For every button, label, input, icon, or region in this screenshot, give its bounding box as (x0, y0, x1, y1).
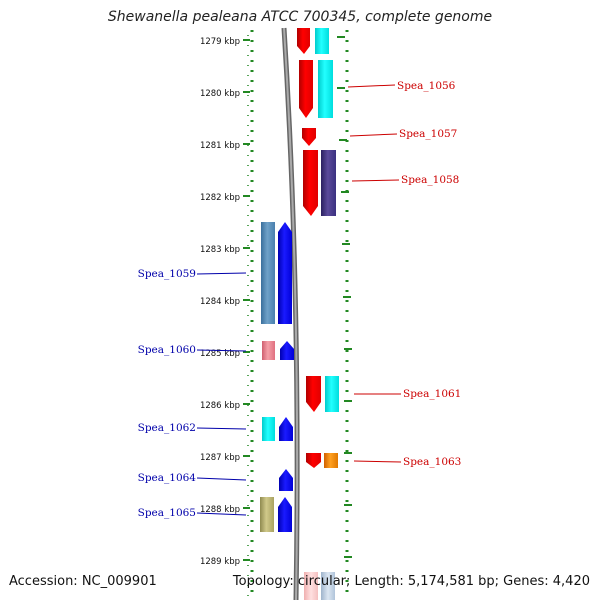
gene-label-spea-1056[interactable]: Spea_1056 (397, 80, 456, 92)
kbp-tick-label: 1288 kbp (200, 505, 240, 515)
kbp-tick-label: 1285 kbp (200, 349, 240, 359)
major-ticks (243, 36, 352, 561)
kbp-tick-label: 1281 kbp (200, 141, 240, 151)
accession-text: Accession: NC_009901 (9, 574, 157, 589)
kbp-scale: 1279 kbp 1280 kbp 1281 kbp 1282 kbp 1283… (200, 37, 240, 567)
gene-arrow-spea-1061 (306, 376, 321, 412)
gene-arrow (279, 417, 293, 441)
gene-arrow (280, 341, 294, 360)
kbp-tick-label: 1286 kbp (200, 401, 240, 411)
gene-arrow (304, 572, 318, 600)
gene-arrow-spea-1058 (303, 150, 318, 216)
gene-arrow (321, 150, 336, 216)
gene-arrow (315, 28, 329, 54)
gene-label-spea-1065[interactable]: Spea_1065 (138, 507, 196, 519)
forward-gene-labels (347, 84, 402, 463)
gene-arrow-spea-1060 (262, 341, 275, 360)
gene-arrow-spea-1056 (299, 60, 313, 118)
kbp-tick-label: 1280 kbp (200, 89, 240, 99)
gene-arrow (297, 28, 310, 54)
gene-label-spea-1059[interactable]: Spea_1059 (138, 268, 196, 280)
kbp-tick-label: 1287 kbp (200, 453, 240, 463)
kbp-tick-label: 1289 kbp (200, 557, 240, 567)
genome-title: Shewanella pealeana ATCC 700345, complet… (107, 9, 493, 25)
gene-label-spea-1057[interactable]: Spea_1057 (399, 128, 457, 140)
gene-arrow-spea-1059 (261, 222, 275, 324)
gene-label-spea-1058[interactable]: Spea_1058 (401, 174, 459, 186)
gene-arrow-spea-1057 (302, 128, 316, 146)
kbp-tick-label: 1282 kbp (200, 193, 240, 203)
gene-label-spea-1060[interactable]: Spea_1060 (138, 344, 196, 356)
gene-label-spea-1063[interactable]: Spea_1063 (403, 456, 461, 468)
kbp-tick-label: 1283 kbp (200, 245, 240, 255)
gene-label-spea-1062[interactable]: Spea_1062 (138, 422, 196, 434)
forward-genes (297, 28, 339, 600)
reverse-gene-labels (196, 272, 247, 516)
gene-arrow (321, 572, 335, 600)
gene-arrow (278, 222, 292, 324)
gene-arrow-spea-1065 (260, 497, 274, 532)
genome-summary-text: Topology: circular; Length: 5,174,581 bp… (232, 574, 590, 589)
gene-arrow (325, 376, 339, 412)
gene-arrow (278, 497, 292, 532)
gene-arrow-spea-1063 (306, 453, 321, 468)
gene-label-spea-1061[interactable]: Spea_1061 (403, 388, 461, 400)
gene-arrow (318, 60, 333, 118)
gene-label-spea-1064[interactable]: Spea_1064 (138, 472, 197, 484)
kbp-tick-label: 1284 kbp (200, 297, 240, 307)
kbp-tick-label: 1279 kbp (200, 37, 240, 47)
gene-arrow (324, 453, 338, 468)
gene-arrow-spea-1062 (262, 417, 275, 441)
reverse-genes (260, 222, 294, 532)
gene-arrow-spea-1064 (279, 469, 293, 491)
